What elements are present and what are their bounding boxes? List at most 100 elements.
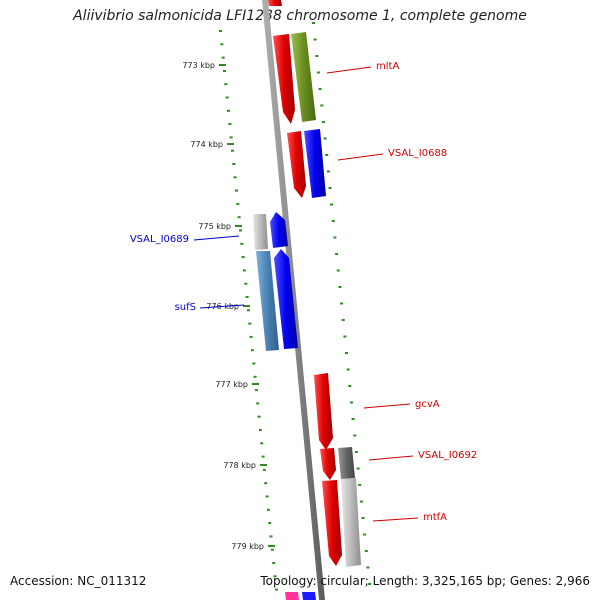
scale-tick-label: 775 kbp <box>198 222 231 231</box>
scale-dot <box>254 389 258 392</box>
scale-dot <box>270 548 274 551</box>
scale-dot <box>246 309 250 312</box>
scale-dot <box>264 482 268 485</box>
gene-mtfA-grey[interactable] <box>341 478 361 567</box>
scale-dot <box>233 176 237 179</box>
gene-gcvA-red[interactable] <box>314 373 333 450</box>
gene-VSAL_I0688-red[interactable] <box>287 131 306 198</box>
scale-dot <box>346 368 350 371</box>
gene-VSAL_I0689-grey[interactable] <box>253 214 268 250</box>
scale-dot <box>274 588 278 591</box>
scale-dot <box>260 442 264 445</box>
gene-label[interactable]: mltA <box>376 61 399 72</box>
scale-dot <box>363 533 367 536</box>
scale-dot <box>338 286 342 288</box>
scale-dot <box>219 30 222 32</box>
gene-label-leader <box>199 304 245 309</box>
scale-dot <box>354 451 358 453</box>
scale-tick-label: 779 kbp <box>231 542 264 551</box>
scale-dot <box>225 96 229 99</box>
scale-dot <box>231 149 234 152</box>
scale-dot <box>364 550 368 552</box>
scale-dot <box>336 269 340 272</box>
gene-VSAL_I0688-blue[interactable] <box>304 129 326 198</box>
scale-dot <box>359 500 363 503</box>
gene-label-leader <box>337 153 384 161</box>
gene-label[interactable]: sufS <box>175 302 196 313</box>
scale-dot <box>227 109 230 112</box>
gene-VSAL_I0689-blue[interactable] <box>270 212 288 248</box>
scale-dot <box>315 55 319 57</box>
genome-summary-text: Topology: circular; Length: 3,325,165 bp… <box>260 574 590 588</box>
gene-partial-bottom-1 <box>285 592 299 600</box>
gene-label-leader <box>193 235 240 241</box>
scale-dot <box>333 236 337 239</box>
scale-dot <box>368 583 372 585</box>
scale-dot <box>228 123 232 126</box>
scale-dot <box>248 322 252 325</box>
gene-partial-top <box>268 0 282 6</box>
scale-dot <box>272 562 276 564</box>
scale-dot <box>320 104 324 107</box>
scale-dot <box>239 229 242 232</box>
gene-partial-bottom-2 <box>302 592 316 600</box>
gene-label-leader <box>368 455 414 461</box>
scale-major-tick <box>227 143 234 145</box>
chromosome-backbone <box>262 0 325 600</box>
scale-dot <box>258 429 262 431</box>
gene-mltA-red[interactable] <box>273 34 295 124</box>
gene-sufS-steel[interactable] <box>256 251 279 351</box>
scale-dot <box>236 202 240 205</box>
scale-dot <box>229 136 233 139</box>
scale-dot <box>268 522 272 525</box>
scale-dot <box>220 43 224 46</box>
gene-VSAL_I0692-red[interactable] <box>320 448 336 480</box>
scale-dot <box>241 256 245 259</box>
scale-dot <box>250 349 254 352</box>
scale-dot <box>343 335 347 338</box>
gene-label[interactable]: gcvA <box>415 399 440 410</box>
gene-mtfA-red[interactable] <box>322 480 342 566</box>
scale-dot <box>325 154 329 156</box>
gene-label[interactable]: mtfA <box>423 512 447 523</box>
scale-dot <box>335 253 339 255</box>
scale-dot <box>331 220 335 222</box>
scale-dot <box>249 335 253 338</box>
scale-dot <box>349 401 353 404</box>
scale-dot <box>273 575 277 578</box>
scale-dot <box>323 137 327 140</box>
scale-tick-label: 778 kbp <box>223 461 256 470</box>
scale-dot <box>348 385 352 387</box>
scale-dots-inner <box>219 30 278 591</box>
scale-dot <box>353 434 357 437</box>
scale-dot <box>245 296 249 298</box>
scale-major-tick <box>235 225 242 227</box>
scale-dot <box>256 402 260 405</box>
accession-text: Accession: NC_011312 <box>10 574 147 588</box>
gene-label-leader <box>363 403 411 409</box>
scale-dot <box>328 187 332 189</box>
gene-label[interactable]: VSAL_I0688 <box>388 148 447 159</box>
scale-dot <box>261 455 265 458</box>
scale-dot <box>235 189 238 192</box>
scale-dot <box>358 484 362 486</box>
scale-dot <box>244 282 248 285</box>
scale-dot <box>341 319 345 321</box>
scale-dot <box>265 495 269 498</box>
gene-label-leader <box>372 517 419 522</box>
scale-dot <box>262 468 266 471</box>
gene-sufS-blue[interactable] <box>274 249 298 349</box>
scale-major-tick <box>243 305 250 307</box>
scale-dot <box>361 517 365 519</box>
scale-dot <box>340 302 344 305</box>
scale-dot <box>351 418 355 420</box>
gene-label[interactable]: VSAL_I0692 <box>418 450 477 461</box>
gene-mltA-olive[interactable] <box>291 32 316 122</box>
scale-tick-label: 777 kbp <box>215 380 248 389</box>
scale-dot <box>321 121 325 123</box>
gene-VSAL_I0692-grey[interactable] <box>338 447 355 479</box>
scale-dot <box>312 22 315 24</box>
gene-label[interactable]: VSAL_I0689 <box>130 234 189 245</box>
scale-major-tick <box>260 464 267 466</box>
